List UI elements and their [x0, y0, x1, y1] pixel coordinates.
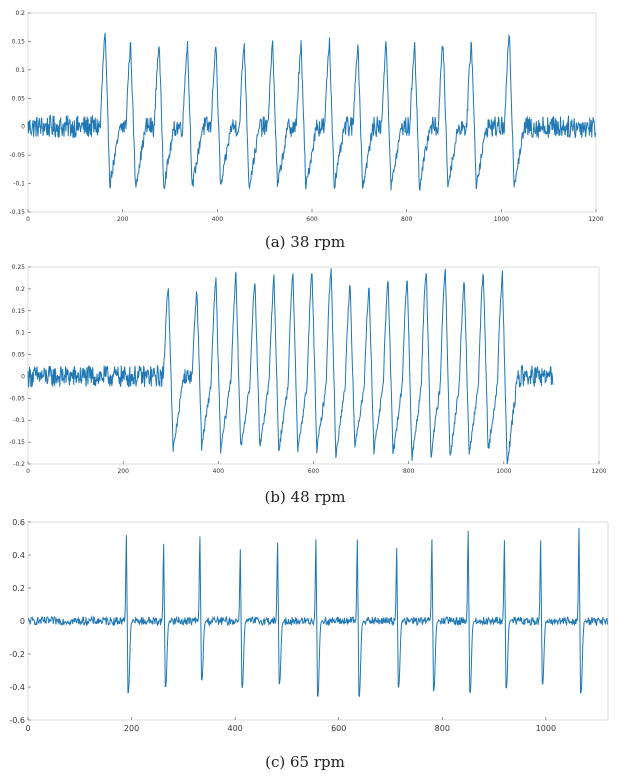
- plot-area-b: [27, 266, 600, 465]
- plot-area-a: [27, 12, 597, 213]
- x-tick-label: 0: [26, 468, 30, 475]
- y-tick-label: 0.2: [15, 286, 25, 293]
- panel-c: 0 200 400 600 800 1000-0.6-0.4-0.200.20.40.6 …: [9, 518, 609, 771]
- panel-b: 0 200 400 600 800 1000 1200 -0.2 -0.15 -0.1 -0.05 0…: [9, 264, 606, 506]
- caption-c: (c) 65 rpm: [265, 753, 345, 771]
- x-tick-label: 0: [25, 724, 30, 733]
- x-tick-label: 1200: [588, 216, 603, 223]
- x-tick-label: 600: [308, 468, 320, 475]
- x-tick-label: 400: [228, 724, 243, 733]
- y-tick-label: -0.1: [13, 181, 25, 188]
- y-tick-label: -0.6: [9, 716, 25, 725]
- x-tick-label: 200: [124, 724, 139, 733]
- ticks-c: 0 200 400 600 800 1000 -0.6 -0.4 -0.2 0 0.2 0.4 0.6: [9, 518, 556, 733]
- x-tick-label: 1000: [536, 724, 556, 733]
- x-tick-label: 800: [435, 724, 450, 733]
- x-tick-label: 400: [212, 216, 224, 223]
- x-tick-label: 800: [403, 468, 415, 475]
- y-tick-label: -0.05: [9, 152, 25, 159]
- series-line-a: [27, 32, 597, 191]
- y-tick-label: 0.2: [15, 10, 25, 17]
- ticks-a: 0 200 400 600 800 1000 1200 -0.15 -0.1 -0.05 0 0.05…: [9, 10, 603, 223]
- y-tick-label: 0: [21, 373, 25, 380]
- x-tick-label: 200: [117, 216, 129, 223]
- panel-a: 0 200 400 600 800 1000 1200 -0.15 -0.1 -0.05 0 0.05…: [9, 10, 603, 251]
- y-tick-label: 0: [21, 124, 25, 131]
- x-tick-label: 800: [401, 216, 413, 223]
- y-tick-label: 0.25: [12, 264, 26, 271]
- y-tick-label: 0.15: [12, 308, 26, 315]
- x-tick-label: 1000: [494, 216, 509, 223]
- ticks-b: 0 200 400 600 800 1000 1200 -0.2 -0.15 -0.1 -0.05 0…: [9, 264, 606, 475]
- y-tick-label: -0.15: [9, 209, 25, 216]
- series-line-b: [27, 268, 554, 465]
- series-line-c: [27, 527, 608, 698]
- caption-b: (b) 48 rpm: [265, 488, 346, 506]
- y-tick-label: -0.15: [9, 439, 25, 446]
- y-tick-label: 0.05: [12, 352, 26, 359]
- x-tick-label: 1000: [496, 468, 511, 475]
- y-tick-label: -0.05: [9, 395, 25, 402]
- y-tick-label: -0.1: [13, 417, 25, 424]
- x-tick-label: 0: [26, 216, 30, 223]
- y-tick-label: 0: [20, 617, 25, 626]
- y-tick-label: 0.6: [12, 518, 25, 527]
- y-tick-label: 0.15: [12, 38, 26, 45]
- y-tick-label: -0.2: [13, 461, 25, 468]
- y-tick-label: 0.05: [12, 95, 26, 102]
- y-tick-label: 0.4: [12, 551, 25, 560]
- y-tick-label: 0.2: [12, 584, 25, 593]
- x-tick-label: 600: [306, 216, 318, 223]
- x-tick-label: 1200: [591, 468, 606, 475]
- y-tick-label: 0.1: [15, 330, 25, 337]
- x-tick-label: 400: [213, 468, 225, 475]
- x-tick-label: 600: [331, 724, 346, 733]
- caption-a: (a) 38 rpm: [265, 233, 345, 251]
- y-tick-label: -0.2: [9, 650, 25, 659]
- x-tick-label: 200: [117, 468, 129, 475]
- y-tick-label: 0.1: [15, 67, 25, 74]
- y-tick-label: -0.4: [9, 683, 25, 692]
